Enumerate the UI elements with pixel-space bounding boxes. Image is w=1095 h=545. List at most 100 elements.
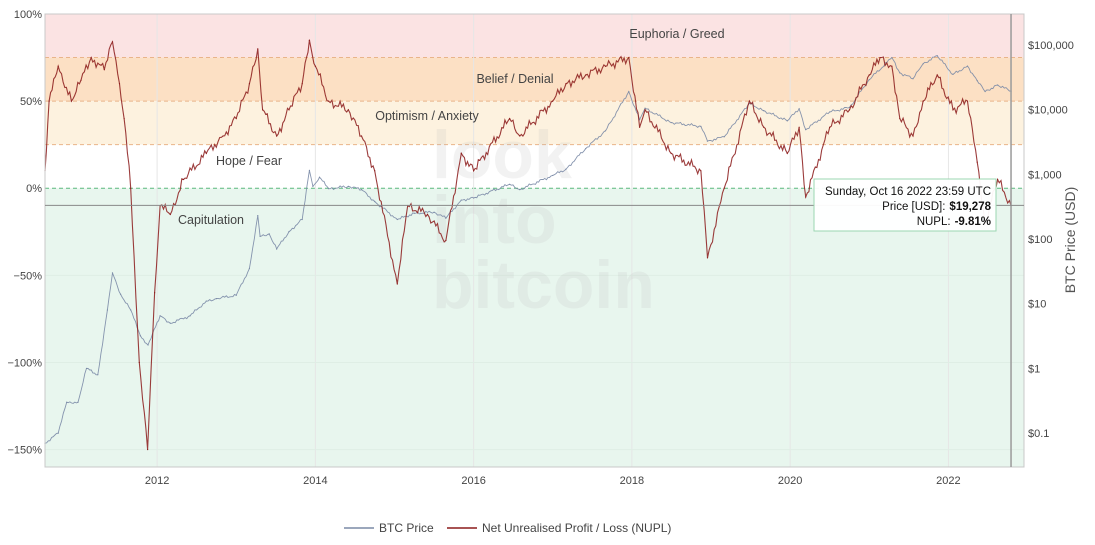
data-point bbox=[891, 65, 893, 67]
data-point bbox=[327, 100, 330, 102]
data-point bbox=[97, 374, 99, 376]
y-right-tick-label: $100,000 bbox=[1028, 40, 1074, 52]
data-point bbox=[798, 108, 800, 110]
data-point bbox=[103, 69, 105, 71]
grid-lines bbox=[45, 14, 1024, 467]
data-point bbox=[85, 367, 88, 370]
tooltip-box bbox=[813, 178, 997, 232]
data-point bbox=[868, 74, 870, 76]
x-tick-label: 2020 bbox=[778, 475, 802, 487]
data-point bbox=[644, 109, 646, 111]
zone-label-optimism: Optimism / Anxiety bbox=[375, 109, 479, 123]
data-point bbox=[706, 257, 709, 259]
tooltip-price-value: $19,278 bbox=[949, 201, 991, 213]
data-point bbox=[276, 248, 278, 250]
y-left-tick-label: −150% bbox=[7, 445, 42, 457]
data-point bbox=[805, 129, 807, 131]
legend: BTC Price Net Unrealised Profit / Loss (… bbox=[344, 521, 671, 535]
data-point bbox=[123, 117, 125, 120]
x-tick-label: 2014 bbox=[303, 475, 327, 487]
data-point bbox=[700, 125, 702, 127]
data-point bbox=[205, 152, 207, 154]
axes: 2012 2014 2016 2018 2020 2022 100% 50% 0% −50% −10… bbox=[7, 9, 1073, 487]
data-point bbox=[189, 315, 191, 317]
data-point bbox=[308, 169, 311, 171]
data-point bbox=[460, 152, 462, 154]
hover-tooltip: Sunday, Oct 16 2022 23:59 UTC Price [USD… bbox=[813, 178, 997, 232]
data-point bbox=[976, 80, 978, 82]
data-point bbox=[644, 107, 646, 109]
data-point bbox=[262, 109, 264, 111]
data-point bbox=[628, 90, 630, 93]
data-point bbox=[786, 152, 788, 154]
data-point bbox=[347, 109, 349, 111]
data-point bbox=[257, 48, 259, 50]
y-right-tick-label: $10 bbox=[1028, 299, 1046, 311]
data-point bbox=[997, 84, 999, 86]
data-point bbox=[976, 161, 978, 163]
data-point bbox=[763, 110, 765, 112]
data-point bbox=[509, 117, 511, 120]
data-point bbox=[312, 185, 314, 188]
data-point bbox=[473, 197, 475, 199]
data-point bbox=[868, 79, 870, 81]
data-point bbox=[276, 135, 278, 137]
data-point bbox=[706, 140, 709, 142]
data-point bbox=[638, 126, 641, 128]
data-point bbox=[433, 211, 435, 213]
x-tick-label: 2016 bbox=[461, 475, 485, 487]
data-point bbox=[182, 178, 185, 181]
data-point bbox=[318, 176, 321, 178]
data-point bbox=[879, 56, 881, 59]
zone-band bbox=[45, 57, 1024, 102]
data-point bbox=[936, 55, 938, 57]
legend-item-nupl[interactable]: Net Unrealised Profit / Loss (NUPL) bbox=[447, 521, 671, 535]
data-point bbox=[891, 57, 893, 59]
data-point bbox=[118, 83, 121, 85]
tooltip-nupl-value: -9.81% bbox=[955, 216, 991, 228]
data-point bbox=[936, 74, 938, 76]
data-point bbox=[360, 189, 363, 191]
data-point bbox=[374, 170, 376, 172]
y-left-tick-label: −50% bbox=[14, 270, 43, 282]
data-point bbox=[80, 79, 82, 81]
data-point bbox=[552, 174, 554, 177]
data-point bbox=[360, 135, 363, 137]
legend-item-btc-price[interactable]: BTC Price bbox=[344, 521, 434, 535]
data-point bbox=[565, 168, 567, 170]
data-point bbox=[604, 130, 607, 132]
data-point bbox=[235, 294, 237, 296]
data-point bbox=[347, 185, 349, 188]
data-point bbox=[748, 100, 751, 102]
data-point bbox=[259, 235, 261, 237]
data-point bbox=[519, 189, 521, 191]
data-point bbox=[805, 196, 807, 198]
watermark-line-2: into bbox=[432, 182, 557, 258]
data-point bbox=[57, 432, 59, 434]
legend-label-btc-price: BTC Price bbox=[379, 521, 434, 535]
watermark-line-1: look bbox=[432, 117, 572, 193]
tooltip-price-label: Price [USD]: bbox=[882, 201, 945, 213]
data-point bbox=[912, 135, 914, 137]
y-right-tick-label: $100 bbox=[1028, 234, 1052, 246]
data-point bbox=[308, 39, 311, 41]
data-point bbox=[111, 41, 114, 43]
data-point bbox=[147, 448, 149, 451]
data-point bbox=[700, 170, 702, 172]
data-point bbox=[829, 126, 831, 128]
series-line bbox=[44, 39, 1012, 450]
data-point bbox=[147, 344, 149, 346]
zone-band bbox=[45, 188, 1024, 467]
x-tick-label: 2012 bbox=[145, 475, 169, 487]
data-point bbox=[922, 100, 924, 102]
data-point bbox=[585, 74, 587, 76]
y-right-tick-label: $10,000 bbox=[1028, 105, 1068, 117]
data-point bbox=[670, 152, 672, 154]
data-point bbox=[723, 187, 725, 189]
data-point bbox=[984, 90, 986, 93]
data-point bbox=[829, 111, 831, 113]
data-point bbox=[248, 267, 251, 270]
data-point bbox=[222, 135, 224, 137]
data-point bbox=[248, 83, 251, 85]
